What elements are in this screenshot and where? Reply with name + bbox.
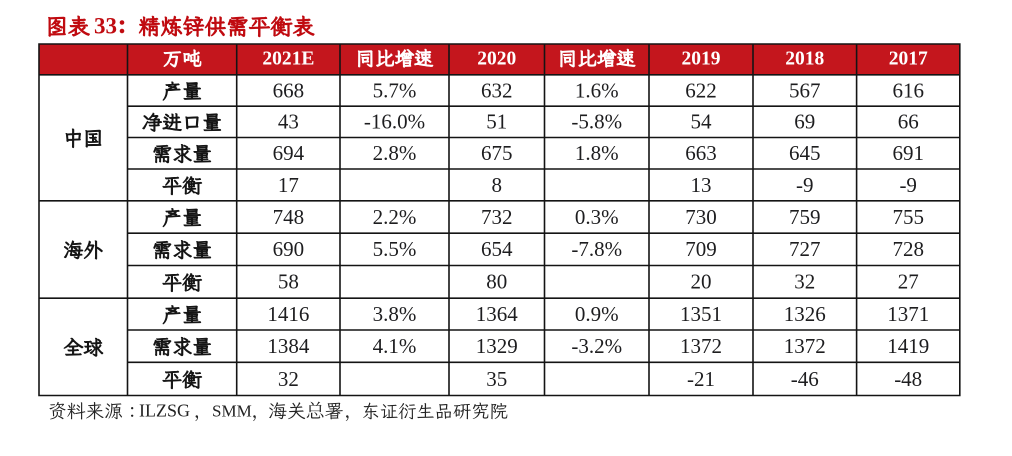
svg-text:727: 727 [789,237,821,261]
svg-text:-7.8%: -7.8% [571,237,622,261]
svg-text:-9: -9 [899,173,917,197]
svg-text:675: 675 [481,141,513,165]
svg-text:33: 33 [94,14,117,39]
svg-text:1326: 1326 [784,302,826,326]
svg-text:69: 69 [794,110,815,134]
svg-text:2.2%: 2.2% [373,205,417,229]
svg-text:-9: -9 [796,173,814,197]
svg-text:694: 694 [273,141,305,165]
svg-text:748: 748 [273,205,305,229]
svg-text:755: 755 [892,205,924,229]
svg-text:1372: 1372 [680,334,722,358]
svg-text:663: 663 [685,141,717,165]
svg-text:2020: 2020 [477,49,516,70]
svg-text:632: 632 [481,78,513,102]
svg-text:5.7%: 5.7% [373,78,417,102]
svg-text:567: 567 [789,78,821,102]
svg-text:-48: -48 [894,367,922,391]
svg-text:54: 54 [691,110,713,134]
svg-text:1351: 1351 [680,302,722,326]
svg-text:728: 728 [892,237,924,261]
svg-text:1364: 1364 [476,302,519,326]
svg-text:13: 13 [691,173,712,197]
svg-text:1419: 1419 [887,334,929,358]
svg-text:8: 8 [492,173,503,197]
svg-text:32: 32 [278,367,299,391]
svg-text:2021E: 2021E [262,49,314,70]
svg-text:0.3%: 0.3% [575,205,619,229]
svg-text:645: 645 [789,141,821,165]
svg-text:SMM: SMM [212,402,252,421]
svg-text:2017: 2017 [889,49,928,70]
svg-text:-21: -21 [687,367,715,391]
svg-text:20: 20 [691,270,712,294]
svg-text:1329: 1329 [476,334,518,358]
svg-text:616: 616 [892,78,924,102]
svg-text:4.1%: 4.1% [373,334,417,358]
svg-text:709: 709 [685,237,717,261]
svg-text:51: 51 [486,110,507,134]
svg-text:-46: -46 [791,367,819,391]
svg-text:3.8%: 3.8% [373,302,417,326]
svg-text:0.9%: 0.9% [575,302,619,326]
svg-text:5.5%: 5.5% [373,237,417,261]
svg-text:32: 32 [794,270,815,294]
svg-text:2018: 2018 [785,49,824,70]
svg-text:ILZSG: ILZSG [139,401,190,421]
svg-text:-5.8%: -5.8% [571,110,622,134]
svg-text:730: 730 [685,205,717,229]
svg-text:43: 43 [278,110,299,134]
svg-text:1416: 1416 [267,302,309,326]
svg-text:58: 58 [278,270,299,294]
svg-text:2019: 2019 [682,49,721,70]
svg-text:1372: 1372 [784,334,826,358]
svg-text:80: 80 [486,270,507,294]
svg-text:1.8%: 1.8% [575,141,619,165]
svg-text:759: 759 [789,205,821,229]
svg-text:691: 691 [892,141,924,165]
svg-text:-3.2%: -3.2% [571,334,622,358]
svg-text:2.8%: 2.8% [373,141,417,165]
svg-text:35: 35 [486,367,507,391]
svg-text:690: 690 [273,237,305,261]
svg-text:668: 668 [273,78,305,102]
svg-text:17: 17 [278,173,299,197]
svg-text:1384: 1384 [267,334,310,358]
svg-text:732: 732 [481,205,513,229]
svg-text:1371: 1371 [887,302,929,326]
svg-text:1.6%: 1.6% [575,78,619,102]
svg-text:-16.0%: -16.0% [364,110,425,134]
svg-text:27: 27 [898,270,919,294]
svg-text:66: 66 [898,110,919,134]
svg-text:622: 622 [685,78,717,102]
svg-text:654: 654 [481,237,513,261]
